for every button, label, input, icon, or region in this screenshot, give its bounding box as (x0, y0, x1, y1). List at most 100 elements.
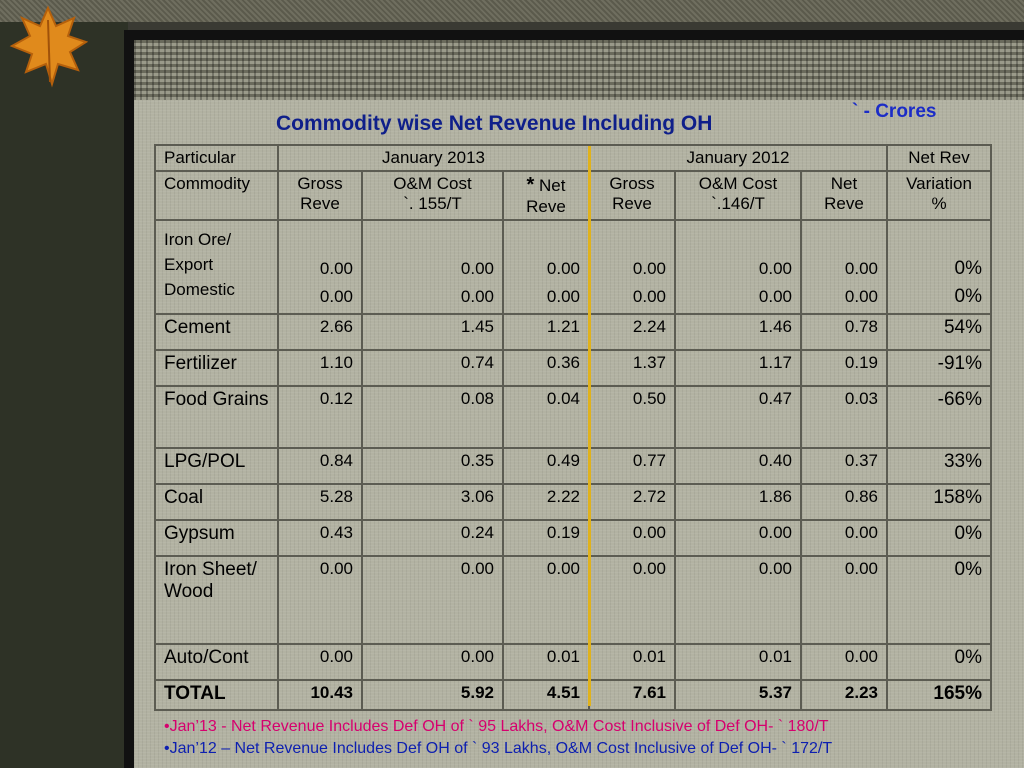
row-value: 3.06 (361, 483, 504, 521)
row-label: Coal (154, 483, 279, 521)
row-value: 1.10 (277, 349, 363, 387)
row-value: 0.12 (277, 385, 363, 449)
row-variation: 0% (886, 519, 992, 557)
year-divider (588, 146, 591, 706)
row-variation: -66% (886, 385, 992, 449)
row-value: 0.74 (361, 349, 504, 387)
row-value: 0.43 (277, 519, 363, 557)
row-variation: 165% (886, 679, 992, 711)
iron-ore-gross-2012: 0.00 0.00 (588, 219, 676, 315)
row-value: 0.37 (800, 447, 888, 485)
table-row: Iron Sheet/ Wood 0.00 0.00 0.00 0.00 0.00 0.00… (154, 555, 992, 645)
row-value: 0.00 (674, 519, 802, 557)
row-value: 1.17 (674, 349, 802, 387)
table-row: Cement 2.66 1.45 1.21 2.24 1.46 0.78 54% (154, 313, 992, 351)
row-value: 2.23 (800, 679, 888, 711)
autumn-leaf-icon (9, 5, 88, 88)
row-value: 0.19 (502, 519, 590, 557)
subheader-variation: Variation% (886, 170, 992, 221)
row-label: TOTAL (154, 679, 279, 711)
row-value: 0.00 (502, 555, 590, 645)
iron-ore-net-2012: 0.00 0.00 (800, 219, 888, 315)
row-value: 1.45 (361, 313, 504, 351)
table-row: Auto/Cont 0.00 0.00 0.01 0.01 0.01 0.00 0% (154, 643, 992, 681)
header-particular: Particular (154, 144, 279, 172)
row-value: 0.00 (361, 555, 504, 645)
row-value: 0.00 (588, 519, 676, 557)
row-value: 0.47 (674, 385, 802, 449)
row-value: 0.78 (800, 313, 888, 351)
table-subheader-row: Commodity Gross Reve O&M Cost `. 155/T * N… (154, 170, 992, 221)
row-label: Iron Sheet/ Wood (154, 555, 279, 645)
commodity-rows: Cement 2.66 1.45 1.21 2.24 1.46 0.78 54% Fertili… (154, 313, 992, 711)
subheader-gross-reve-2013: Gross Reve (277, 170, 363, 221)
footnotes: •Jan’13 - Net Revenue Includes Def OH of… (164, 716, 1014, 760)
revenue-table: Particular January 2013 January 2012 Net… (154, 144, 992, 711)
row-value: 4.51 (502, 679, 590, 711)
row-value: 5.37 (674, 679, 802, 711)
row-value: 0.40 (674, 447, 802, 485)
subheader-commodity: Commodity (154, 170, 279, 221)
header-jan-2013: January 2013 (277, 144, 590, 172)
row-label: Food Grains (154, 385, 279, 449)
row-variation: 54% (886, 313, 992, 351)
row-value: 0.01 (502, 643, 590, 681)
row-value: 0.00 (800, 519, 888, 557)
row-value: 0.19 (800, 349, 888, 387)
subheader-gross-reve-2012: Gross Reve (588, 170, 676, 221)
row-value: 0.01 (674, 643, 802, 681)
table-row: Coal 5.28 3.06 2.22 2.72 1.86 0.86 158% (154, 483, 992, 521)
row-value: 0.00 (800, 555, 888, 645)
row-value: 0.01 (588, 643, 676, 681)
row-value: 0.49 (502, 447, 590, 485)
subheader-net-reve-2013: * Net Reve (502, 170, 590, 221)
table-row: Gypsum 0.43 0.24 0.19 0.00 0.00 0.00 0% (154, 519, 992, 557)
row-value: 0.00 (361, 643, 504, 681)
row-value: 7.61 (588, 679, 676, 711)
row-value: 2.24 (588, 313, 676, 351)
iron-ore-gross-2013: 0.00 0.00 (277, 219, 363, 315)
row-value: 0.24 (361, 519, 504, 557)
iron-ore-variation: 0% 0% (886, 219, 992, 315)
iron-ore-net-2013: 0.00 0.00 (502, 219, 590, 315)
top-texture-band (0, 0, 1024, 22)
row-value: 1.86 (674, 483, 802, 521)
row-value: 0.86 (800, 483, 888, 521)
iron-ore-label: Iron Ore/Export Domestic (154, 219, 279, 315)
footnote-jan13: •Jan’13 - Net Revenue Includes Def OH of… (164, 718, 829, 735)
row-label: LPG/POL (154, 447, 279, 485)
footnote-jan12: •Jan’12 – Net Revenue Includes Def OH of… (164, 740, 833, 757)
iron-ore-om-2013: 0.00 0.00 (361, 219, 504, 315)
iron-ore-om-2012: 0.00 0.00 (674, 219, 802, 315)
row-variation: 0% (886, 643, 992, 681)
row-value: 0.00 (588, 555, 676, 645)
header-net-rev: Net Rev (886, 144, 992, 172)
row-value: 1.37 (588, 349, 676, 387)
units-label: ` - Crores (852, 101, 937, 122)
row-value: 0.00 (674, 555, 802, 645)
row-variation: 158% (886, 483, 992, 521)
row-value: 2.72 (588, 483, 676, 521)
subheader-net-reve-2012: Net Reve (800, 170, 888, 221)
page-title: Commodity wise Net Revenue Including OH (276, 112, 713, 135)
row-variation: 33% (886, 447, 992, 485)
row-value: 5.28 (277, 483, 363, 521)
row-value: 2.22 (502, 483, 590, 521)
row-value: 0.35 (361, 447, 504, 485)
row-variation: 0% (886, 555, 992, 645)
row-value: 2.66 (277, 313, 363, 351)
row-value: 1.46 (674, 313, 802, 351)
row-value: 10.43 (277, 679, 363, 711)
table-row: LPG/POL 0.84 0.35 0.49 0.77 0.40 0.37 33% (154, 447, 992, 485)
table-row-iron-ore: Iron Ore/Export Domestic 0.00 0.00 0.00 0.0… (154, 219, 992, 315)
row-value: 0.03 (800, 385, 888, 449)
row-value: 0.04 (502, 385, 590, 449)
row-label: Fertilizer (154, 349, 279, 387)
row-label: Cement (154, 313, 279, 351)
subheader-om-cost-2012: O&M Cost `.146/T (674, 170, 802, 221)
subheader-om-cost-2013: O&M Cost `. 155/T (361, 170, 504, 221)
table-row: Fertilizer 1.10 0.74 0.36 1.37 1.17 0.19 -91% (154, 349, 992, 387)
row-value: 0.84 (277, 447, 363, 485)
row-value: 5.92 (361, 679, 504, 711)
row-variation: -91% (886, 349, 992, 387)
